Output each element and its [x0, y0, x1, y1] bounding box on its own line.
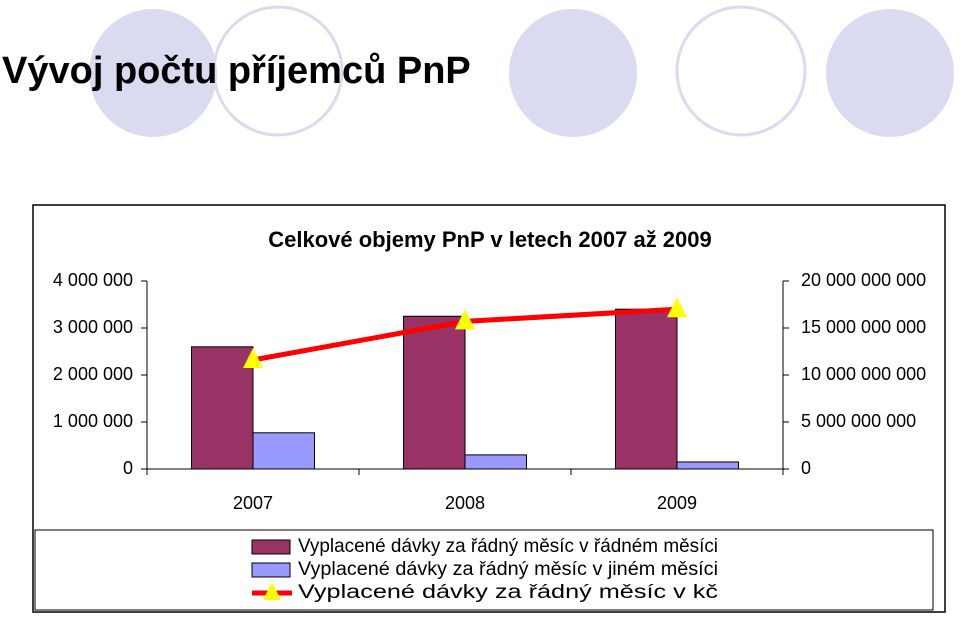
decor-circle: [89, 9, 217, 137]
y2-tick-label: 0: [801, 458, 811, 478]
line-marker: [243, 347, 263, 368]
y-tick-label: 3 000 000: [53, 317, 133, 337]
y2-tick-label: 10 000 000 000: [801, 364, 926, 384]
x-tick-label: 2007: [233, 493, 273, 513]
y-tick-label: 2 000 000: [53, 364, 133, 384]
chart-title: Celkové objemy PnP v letech 2007 až 2009: [268, 227, 712, 252]
decor-circle: [212, 5, 344, 137]
legend-label: Vyplacené dávky za řádný měsíc v řádném …: [298, 536, 718, 557]
legend-swatch: [251, 539, 291, 555]
legend-box: [34, 529, 934, 611]
y2-tick-label: 20 000 000 000: [801, 270, 926, 290]
legend-swatch: [263, 582, 281, 600]
line-marker: [667, 297, 687, 318]
bar: [403, 315, 466, 470]
y-tick-label: 4 000 000: [53, 270, 133, 290]
bar: [676, 461, 739, 470]
slide-title: Vývoj počtu příjemců PnP: [2, 50, 471, 92]
y2-tick-label: 15 000 000 000: [801, 317, 926, 337]
y2-tick-label: 5 000 000 000: [801, 411, 916, 431]
y-tick-label: 1 000 000: [53, 411, 133, 431]
chart-frame: [32, 204, 946, 613]
legend-label: Vyplacené dávky za řádný měsíc v kč: [298, 582, 718, 603]
decor-circle: [509, 9, 637, 137]
bar: [252, 432, 315, 470]
bar: [191, 346, 254, 470]
line-marker: [455, 309, 475, 330]
x-tick-label: 2009: [657, 493, 697, 513]
bar: [464, 454, 527, 470]
decor-circle: [675, 5, 807, 137]
legend-swatch: [251, 562, 291, 578]
y-tick-label: 0: [123, 458, 133, 478]
decor-circle: [826, 9, 954, 137]
x-tick-label: 2008: [445, 493, 485, 513]
bar: [615, 308, 678, 470]
legend-label: Vyplacené dávky za řádný měsíc v jiném m…: [298, 559, 718, 580]
